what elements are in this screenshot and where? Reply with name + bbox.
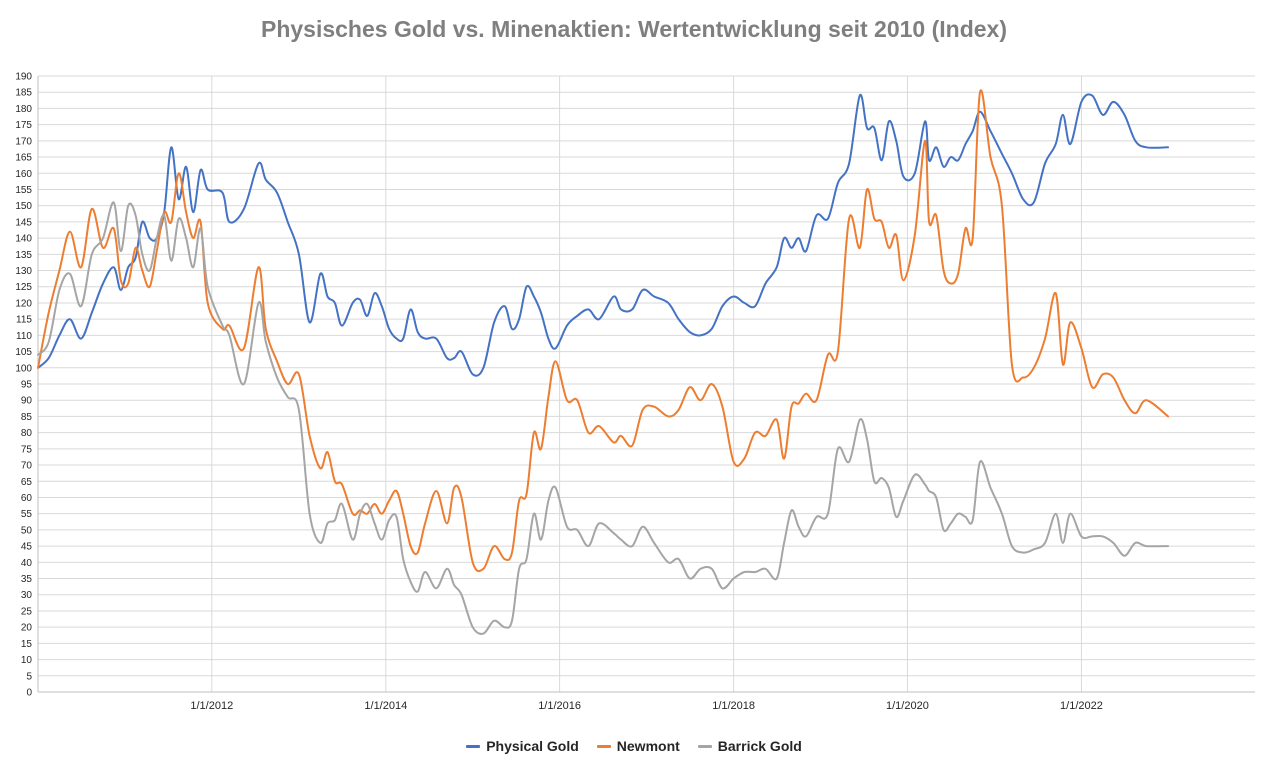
- legend-swatch: [596, 744, 611, 748]
- y-tick-label: 75: [21, 444, 33, 455]
- x-tick-label: 1/1/2020: [886, 700, 929, 712]
- gridlines: [38, 75, 1255, 693]
- y-tick-label: 115: [16, 315, 32, 326]
- chart-title: Physisches Gold vs. Minenaktien: Wertent…: [260, 16, 1008, 42]
- y-tick-label: 120: [15, 298, 32, 309]
- y-tick-label: 5: [26, 671, 32, 682]
- y-tick-label: 15: [21, 639, 33, 650]
- legend-label: Barrick Gold: [717, 738, 802, 754]
- y-tick-label: 20: [21, 623, 33, 634]
- x-tick-label: 1/1/2016: [538, 700, 581, 712]
- x-tick-label: 1/1/2022: [1060, 700, 1103, 712]
- x-tick-label: 1/1/2018: [712, 700, 755, 712]
- series-line-barrick-gold: [37, 201, 1170, 635]
- legend-item-newmont: Newmont: [596, 738, 680, 754]
- y-tick-label: 95: [21, 380, 33, 391]
- series-line-physical-gold: [37, 93, 1170, 377]
- y-tick-label: 185: [15, 88, 32, 99]
- series-lines: [37, 89, 1170, 635]
- y-tick-label: 10: [21, 655, 33, 666]
- y-tick-label: 30: [21, 590, 33, 601]
- y-tick-label: 85: [21, 412, 33, 423]
- y-tick-label: 65: [21, 477, 33, 488]
- y-tick-label: 40: [21, 558, 33, 569]
- y-tick-label: 145: [15, 217, 32, 228]
- y-tick-label: 0: [26, 688, 32, 699]
- y-tick-label: 155: [15, 185, 32, 196]
- legend-label: Physical Gold: [486, 738, 579, 754]
- y-tick-label: 35: [21, 574, 33, 585]
- y-tick-label: 25: [21, 606, 33, 617]
- y-tick-label: 180: [15, 104, 32, 115]
- y-tick-label: 160: [15, 169, 32, 180]
- legend-swatch: [466, 744, 481, 748]
- y-tick-label: 130: [15, 266, 32, 277]
- y-tick-label: 175: [15, 120, 32, 131]
- y-tick-label: 100: [15, 363, 32, 374]
- y-tick-label: 105: [15, 347, 32, 358]
- y-tick-label: 110: [16, 331, 32, 342]
- axes: 0 5 10 15 20 25 30 35 40 45 50 55 60 65 70 75 80 85 90 95 10…: [15, 72, 1255, 712]
- y-tick-label: 80: [21, 428, 33, 439]
- line-chart: 0 5 10 15 20 25 30 35 40 45 50 55 60 65 70 75 80 85 90 95 10…: [15, 72, 1255, 712]
- y-tick-label: 90: [21, 396, 33, 407]
- y-tick-label: 140: [15, 234, 32, 245]
- x-tick-label: 1/1/2014: [364, 700, 407, 712]
- legend-item-barrick-gold: Barrick Gold: [697, 738, 802, 754]
- y-tick-label: 55: [21, 509, 33, 520]
- y-tick-label: 45: [21, 542, 33, 553]
- y-tick-label: 60: [21, 493, 33, 504]
- legend: Physical Gold Newmont Barrick Gold: [0, 738, 1268, 754]
- legend-swatch: [697, 744, 712, 748]
- y-tick-label: 125: [15, 282, 32, 293]
- y-tick-label: 170: [15, 136, 32, 147]
- x-tick-label: 1/1/2012: [190, 700, 233, 712]
- y-tick-label: 50: [21, 525, 33, 536]
- y-tick-label: 150: [15, 201, 32, 212]
- y-tick-label: 165: [15, 153, 32, 164]
- series-line-newmont: [37, 89, 1170, 573]
- y-tick-label: 190: [15, 72, 32, 83]
- legend-label: Newmont: [616, 738, 680, 754]
- y-tick-label: 70: [21, 461, 33, 472]
- y-tick-label: 135: [15, 250, 32, 261]
- legend-item-physical-gold: Physical Gold: [466, 738, 579, 754]
